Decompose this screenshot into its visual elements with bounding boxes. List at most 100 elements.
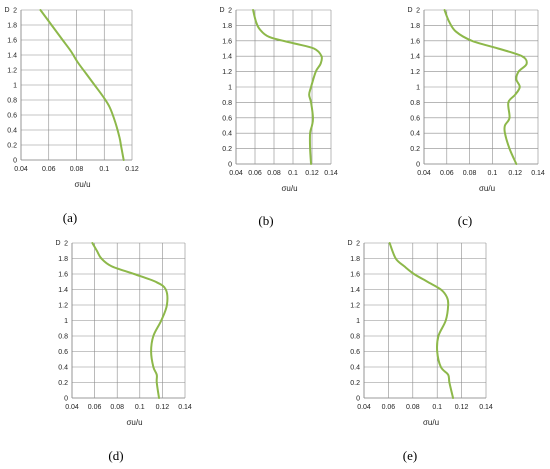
y-tick-label: 0.4 bbox=[350, 365, 360, 372]
y-tick-label: 0.8 bbox=[7, 98, 17, 105]
y-tick-label: 0 bbox=[356, 396, 360, 403]
y-tick-label: 1.2 bbox=[7, 68, 17, 75]
y-tick-label: 1.6 bbox=[7, 38, 17, 45]
y-tick-label: 0.2 bbox=[410, 146, 420, 153]
series-line-b bbox=[252, 9, 323, 165]
x-tick-label: 0.12 bbox=[508, 170, 522, 177]
y-tick-label: 1.8 bbox=[410, 23, 420, 30]
x-tick-label: 0.04 bbox=[417, 170, 431, 177]
y-tick-label: 2 bbox=[228, 8, 232, 15]
x-tick-label: 0.1 bbox=[288, 170, 298, 177]
y-axis-label: D bbox=[219, 7, 224, 14]
chart-panel-c: 0 0.2 0.4 0.6 0.8 1 1.2 1.4 1.6 1.8 2 0.04 0.06 0.08 0… bbox=[407, 7, 544, 193]
y-tick-label: 1.2 bbox=[58, 303, 68, 310]
y-tick-label: 1 bbox=[13, 83, 17, 90]
x-tick-label: 0.04 bbox=[14, 166, 28, 173]
y-tick-label: 0 bbox=[13, 158, 17, 165]
y-tick-label: 1 bbox=[228, 85, 232, 92]
x-tick-label: 0.08 bbox=[463, 170, 477, 177]
y-tick-label: 1.4 bbox=[7, 53, 17, 60]
x-tick-label: 0.14 bbox=[178, 404, 192, 411]
x-tick-label: 0.06 bbox=[382, 404, 396, 411]
y-axis-label: D bbox=[347, 240, 352, 247]
x-axis-label: σu/u bbox=[281, 184, 297, 193]
chart-panel-b: 0 0.2 0.4 0.6 0.8 1 1.2 1.4 1.6 1.8 2 0.04 0.06 0.08 0… bbox=[219, 7, 337, 193]
y-tick-label: 1.6 bbox=[58, 272, 68, 279]
y-tick-label: 1.4 bbox=[222, 54, 232, 61]
x-tick-label: 0.12 bbox=[156, 404, 170, 411]
y-tick-label: 0.8 bbox=[410, 100, 420, 107]
x-tick-label: 0.04 bbox=[357, 404, 371, 411]
chart-panel-e: 0 0.2 0.4 0.6 0.8 1 1.2 1.4 1.6 1.8 2 0.04 0.06 0.08 0… bbox=[347, 240, 492, 427]
y-tick-label: 1 bbox=[416, 85, 420, 92]
y-tick-label: 0.2 bbox=[7, 143, 17, 150]
y-tick-label: 0.8 bbox=[58, 334, 68, 341]
y-tick-label: 0.2 bbox=[350, 380, 360, 387]
y-tick-label: 0.6 bbox=[350, 349, 360, 356]
y-tick-label: 1.8 bbox=[7, 23, 17, 30]
x-tick-label: 0.1 bbox=[135, 404, 145, 411]
y-tick-label: 0 bbox=[64, 396, 68, 403]
y-tick-label: 1 bbox=[64, 318, 68, 325]
y-tick-label: 1.8 bbox=[350, 256, 360, 263]
y-tick-label: 0.6 bbox=[58, 349, 68, 356]
x-tick-label: 0.1 bbox=[432, 404, 442, 411]
panel-label-e: (e) bbox=[403, 448, 417, 463]
x-axis-label: σu/u bbox=[126, 418, 142, 427]
y-tick-label: 2 bbox=[356, 241, 360, 248]
y-tick-label: 1.4 bbox=[58, 287, 68, 294]
x-tick-label: 0.08 bbox=[70, 166, 84, 173]
y-tick-label: 1.4 bbox=[350, 287, 360, 294]
y-axis-label: D bbox=[407, 7, 412, 14]
y-tick-label: 1.6 bbox=[410, 38, 420, 45]
x-tick-label: 0.14 bbox=[531, 170, 545, 177]
y-tick-label: 1.2 bbox=[410, 69, 420, 76]
series-line-c bbox=[443, 9, 528, 165]
panel-label-c: (c) bbox=[458, 213, 472, 228]
y-tick-label: 0.4 bbox=[58, 365, 68, 372]
y-tick-label: 0.2 bbox=[222, 146, 232, 153]
x-tick-label: 0.08 bbox=[406, 404, 420, 411]
y-tick-label: 1 bbox=[356, 318, 360, 325]
chart-panel-d: 0 0.2 0.4 0.6 0.8 1 1.2 1.4 1.6 1.8 2 0.04 0.06 0.08 0… bbox=[55, 240, 191, 427]
y-axis-label: D bbox=[4, 7, 9, 14]
x-tick-label: 0.1 bbox=[99, 166, 109, 173]
panel-label-d: (d) bbox=[108, 448, 123, 463]
series-line-d bbox=[91, 242, 169, 399]
x-tick-label: 0.06 bbox=[88, 404, 102, 411]
x-tick-label: 0.06 bbox=[42, 166, 56, 173]
x-tick-label: 0.12 bbox=[455, 404, 469, 411]
y-tick-label: 0.2 bbox=[58, 380, 68, 387]
y-tick-label: 1.6 bbox=[350, 272, 360, 279]
x-axis-label: σu/u bbox=[479, 184, 495, 193]
y-tick-label: 0.8 bbox=[222, 100, 232, 107]
y-tick-label: 0 bbox=[416, 162, 420, 169]
series-line-a bbox=[39, 9, 125, 161]
y-tick-label: 2 bbox=[64, 241, 68, 248]
panel-label-a: (a) bbox=[63, 210, 77, 225]
x-tick-label: 0.06 bbox=[440, 170, 454, 177]
y-tick-label: 1.4 bbox=[410, 54, 420, 61]
y-tick-label: 1.2 bbox=[222, 69, 232, 76]
x-axis-label: σu/u bbox=[74, 180, 90, 189]
x-tick-label: 0.14 bbox=[479, 404, 493, 411]
y-axis-label: D bbox=[55, 240, 60, 247]
x-tick-label: 0.1 bbox=[488, 170, 498, 177]
x-tick-label: 0.08 bbox=[110, 404, 124, 411]
panel-label-b: (b) bbox=[258, 213, 273, 228]
x-tick-label: 0.08 bbox=[267, 170, 281, 177]
x-tick-label: 0.04 bbox=[65, 404, 79, 411]
x-axis-label: σu/u bbox=[423, 418, 439, 427]
y-tick-label: 0.4 bbox=[7, 128, 17, 135]
y-tick-label: 0 bbox=[228, 162, 232, 169]
y-tick-label: 0.4 bbox=[410, 131, 420, 138]
x-tick-label: 0.12 bbox=[305, 170, 319, 177]
y-tick-label: 0.8 bbox=[350, 334, 360, 341]
series-line-e bbox=[388, 242, 455, 399]
y-tick-label: 1.8 bbox=[58, 256, 68, 263]
y-tick-label: 0.6 bbox=[222, 115, 232, 122]
x-tick-label: 0.06 bbox=[248, 170, 262, 177]
y-tick-label: 0.4 bbox=[222, 131, 232, 138]
y-tick-label: 1.6 bbox=[222, 38, 232, 45]
